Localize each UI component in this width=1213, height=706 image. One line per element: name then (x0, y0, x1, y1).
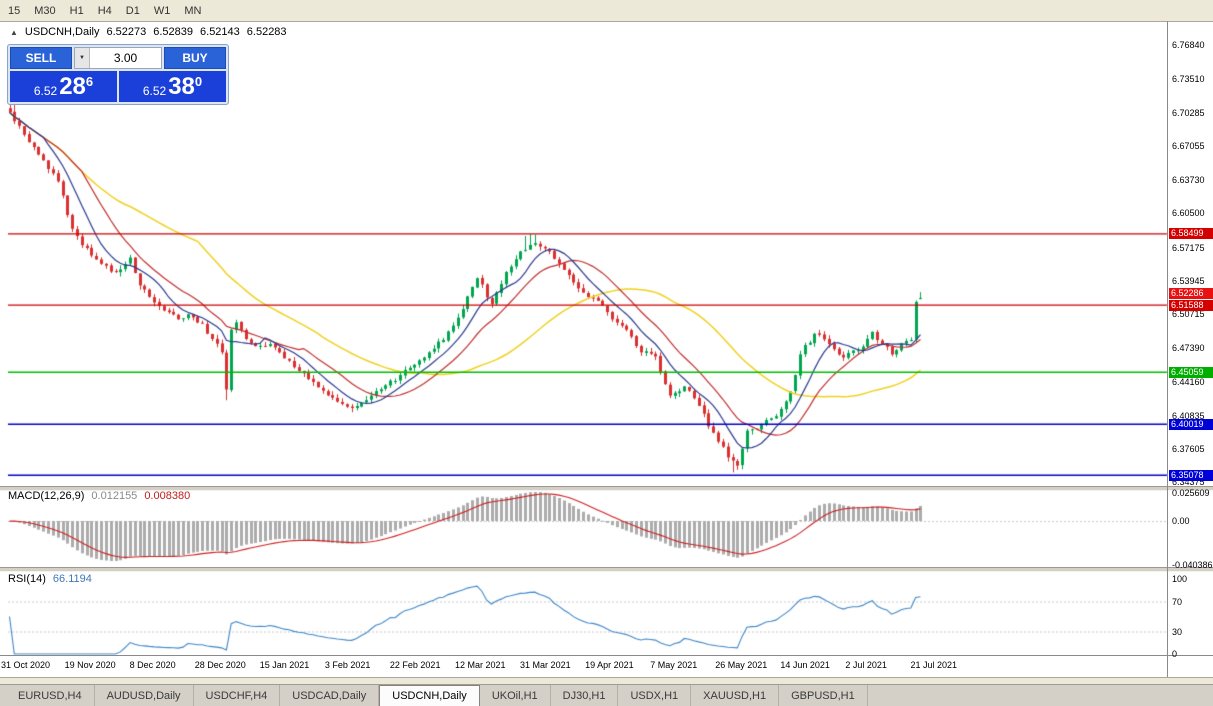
macd-panel-splitter[interactable] (0, 486, 1213, 491)
macd-axis-label: 0.025609 (1172, 487, 1210, 498)
buy-button[interactable]: BUY (164, 47, 226, 69)
chart-tab-usdcad-daily[interactable]: USDCAD,Daily (280, 685, 380, 706)
rsi-axis-label: 100 (1172, 574, 1188, 584)
rsi-panel-splitter[interactable] (0, 567, 1213, 572)
rsi-axis-label: 0 (1172, 649, 1178, 659)
symbol-period-label: USDCNH,Daily (24, 26, 100, 38)
high-value: 6.52839 (153, 26, 194, 38)
sell-price-base: 6.52 (33, 83, 58, 98)
status-strip (0, 677, 1213, 685)
chart-tab-gbpusd-h1[interactable]: GBPUSD,H1 (779, 685, 868, 706)
chart-tab-audusd-daily[interactable]: AUDUSD,Daily (95, 685, 194, 706)
macd-signal-value: 0.008380 (144, 490, 191, 502)
level-badge-6-40019: 6.40019 (1169, 418, 1213, 430)
date-axis-label: 22 Feb 2021 (389, 660, 441, 670)
rsi-value: 66.1194 (52, 573, 92, 585)
volume-input[interactable]: ▼ 3.00 (74, 47, 162, 69)
sell-price-pip-digit: 6 (85, 73, 94, 89)
buy-price-base: 6.52 (142, 83, 167, 98)
sell-price-display[interactable]: 6.52 28 6 (10, 71, 117, 102)
price-axis-tick: 6.76840 (1172, 40, 1205, 50)
macd-axis-label: 0.00 (1172, 516, 1190, 526)
price-axis-tick: 6.40835 (1172, 410, 1205, 421)
date-axis-label: 31 Oct 2020 (1, 660, 51, 670)
volume-dropdown-icon[interactable]: ▼ (75, 48, 90, 68)
price-axis-tick: 6.53945 (1172, 275, 1205, 286)
close-value: 6.52283 (246, 26, 287, 38)
macd-main-value: 0.012155 (91, 490, 138, 502)
buy-price-pip-digit: 0 (194, 73, 203, 89)
date-axis-label: 7 May 2021 (650, 660, 698, 670)
volume-value[interactable]: 3.00 (113, 51, 138, 65)
level-badge-6-58499: 6.58499 (1169, 228, 1213, 240)
rsi-axis-label: 70 (1172, 596, 1183, 607)
date-axis-label: 14 Jun 2021 (780, 660, 830, 670)
price-axis-tick: 6.60500 (1172, 208, 1205, 219)
buy-price-big-digits: 38 (168, 72, 195, 100)
date-axis-label: 19 Nov 2020 (64, 660, 116, 670)
sell-price-big-digits: 28 (59, 72, 86, 100)
price-axis-tick: 6.70285 (1172, 107, 1205, 118)
price-axis-tick: 6.37605 (1172, 444, 1205, 455)
date-axis-label: 3 Feb 2021 (324, 660, 371, 670)
trade-controls-row: SELL ▼ 3.00 BUY (10, 47, 226, 69)
price-axis-tick: 6.47390 (1172, 343, 1205, 354)
chart-tab-xauusd-h1[interactable]: XAUUSD,H1 (691, 685, 780, 706)
macd-indicator-header: MACD(12,26,9) 0.012155 0.008380 (8, 490, 190, 502)
date-axis-label: 19 Apr 2021 (585, 660, 634, 670)
rsi-label: RSI(14) (8, 573, 46, 585)
sell-button[interactable]: SELL (10, 47, 72, 69)
rsi-axis-label: 30 (1172, 626, 1183, 637)
low-value: 6.52143 (200, 26, 240, 38)
date-axis-label: 15 Jan 2021 (259, 660, 310, 670)
current-price-badge: 6.52286 (1169, 288, 1213, 300)
level-badge-6-35078: 6.35078 (1169, 469, 1213, 481)
date-axis-border-line (0, 655, 1213, 656)
price-axis-border-line (1167, 21, 1168, 677)
chart-tab-usdcnh-daily[interactable]: USDCNH,Daily (379, 685, 480, 706)
chart-tab-bar: EURUSD,H4 AUDUSD,Daily USDCHF,H4 USDCAD,Dai… (0, 684, 1213, 706)
collapse-trade-panel-icon[interactable]: ▲ (10, 27, 18, 37)
price-axis-tick: 6.44160 (1172, 376, 1205, 387)
price-axis-tick: 6.57175 (1172, 242, 1205, 253)
level-badge-6-45059: 6.45059 (1169, 366, 1213, 378)
price-axis-tick: 6.50715 (1172, 309, 1205, 320)
price-axis-tick: 6.73510 (1172, 74, 1205, 85)
macd-axis-label: -0.040386 (1172, 560, 1213, 571)
chart-tab-dj30-h1[interactable]: DJ30,H1 (551, 685, 619, 706)
price-axis-tick: 6.67055 (1172, 140, 1205, 151)
price-axis-tick: 6.34375 (1172, 477, 1205, 488)
chart-tab-ukoil-h1[interactable]: UKOil,H1 (480, 685, 551, 706)
date-axis-label: 26 May 2021 (715, 660, 768, 670)
level-badge-6-51588: 6.51588 (1169, 299, 1213, 311)
date-axis-label: 28 Dec 2020 (194, 660, 246, 670)
one-click-trading-panel: SELL ▼ 3.00 BUY 6.52 28 6 6.52 38 0 (7, 44, 229, 105)
macd-label: MACD(12,26,9) (8, 490, 85, 502)
chart-tab-usdx-h1[interactable]: USDX,H1 (618, 685, 692, 706)
rsi-indicator-header: RSI(14) 66.1194 (8, 573, 92, 585)
date-axis-label: 8 Dec 2020 (129, 660, 176, 670)
date-axis-label: 21 Jul 2021 (910, 660, 958, 670)
price-axis-tick: 6.63730 (1172, 175, 1205, 186)
chart-tab-usdchf-h4[interactable]: USDCHF,H4 (194, 685, 281, 706)
open-value: 6.52273 (106, 26, 147, 38)
buy-price-display[interactable]: 6.52 38 0 (119, 71, 226, 102)
chart-ohlc-header: ▲ USDCNH,Daily 6.52273 6.52839 6.52143 6… (10, 26, 287, 38)
date-axis-label: 12 Mar 2021 (454, 660, 506, 670)
trade-prices-row: 6.52 28 6 6.52 38 0 (10, 71, 226, 102)
chart-tab-eurusd-h4[interactable]: EURUSD,H4 (6, 685, 95, 706)
date-axis-label: 2 Jul 2021 (845, 660, 887, 670)
date-axis-label: 31 Mar 2021 (520, 660, 571, 670)
